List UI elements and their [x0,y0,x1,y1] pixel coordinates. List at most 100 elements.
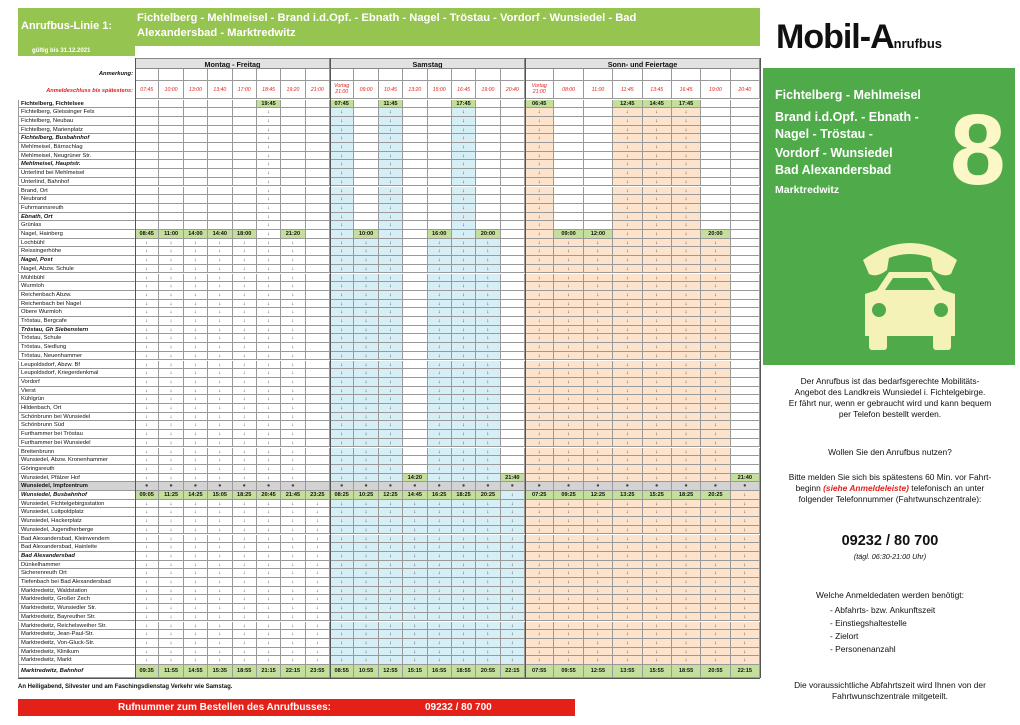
pass-cell: ↓ [208,351,233,361]
empty-cell [354,108,379,117]
pass-cell: ↓ [281,308,306,317]
empty-cell [476,134,501,143]
pass-cell: ↓ [525,595,555,605]
pass-cell: ↓ [135,578,160,587]
stop-name: Mehlmeisel, Hauptstr. [18,160,135,170]
time-cell: 08:45 [135,230,160,239]
pass-cell: ↓ [354,404,379,413]
car-wheel [869,334,887,350]
empty-cell [354,186,379,196]
empty-cell [554,116,584,126]
pass-cell: ↓ [671,290,702,300]
pass-cell: ↓ [476,473,501,483]
pass-cell: ↓ [159,647,184,657]
empty-cell [476,125,501,135]
pass-cell: ↓ [671,430,702,439]
pass-cell: ↓ [403,569,428,578]
pass-cell: ↓ [525,369,555,378]
pass-cell: ↓ [476,534,501,544]
pass-cell: ↓ [256,456,282,465]
empty-cell [403,430,428,439]
pass-cell: ↓ [642,612,672,622]
pass-cell: ↓ [583,404,614,413]
pass-cell: ↓ [232,517,257,526]
pass-cell: ↓ [427,290,452,300]
pass-cell: ↓ [232,351,257,361]
pass-cell: ↓ [451,464,477,474]
pass-cell: ↓ [330,604,355,613]
pass-cell: ↓ [451,404,477,413]
empty-cell [305,430,330,439]
pass-cell: ↓ [671,256,702,265]
empty-cell [281,108,306,117]
pass-cell: ↓ [159,256,184,265]
pass-cell: ↓ [281,438,306,448]
empty-cell [730,334,760,344]
pass-cell: ↓ [330,473,355,483]
pass-cell: ↓ [476,343,501,352]
deadline-time: 20:40 [738,87,752,93]
pass-cell: ↓ [427,256,452,265]
pass-cell: ↓ [256,630,282,639]
pass-cell: ↓ [671,647,702,657]
empty-cell [730,221,760,230]
empty-cell [135,186,160,196]
pass-cell: ↓ [613,621,643,631]
empty-cell [500,430,525,439]
empty-cell [427,99,452,109]
pass-cell: ↓ [642,273,672,283]
pass-cell: ↓ [256,464,282,474]
time-cell: 11:45 [378,99,404,109]
empty-cell [305,238,330,248]
deadline-cell: 08:00 [554,81,584,99]
pass-cell: ↓ [701,551,731,561]
pass-cell: ↓ [730,499,760,509]
pass-cell: ↓ [642,343,672,352]
stop-name: Wunsiedel, Hackerplatz [18,517,135,526]
empty-cell [500,203,525,213]
pass-cell: ↓ [305,578,330,587]
empty-cell [554,108,584,117]
pass-cell: ↓ [583,386,614,396]
pass-cell: ↓ [701,534,731,544]
pass-cell: ↓ [583,299,614,309]
pass-cell: ↓ [378,430,404,439]
pass-cell: ↓ [183,325,209,335]
pass-cell: ↓ [208,360,233,370]
empty-cell [730,99,760,109]
pass-cell: ↓ [378,560,404,570]
pass-cell: ↓ [378,299,404,309]
pass-cell: ↓ [378,195,404,204]
pass-cell: ↓ [451,238,477,248]
empty-cell [403,256,428,265]
pass-cell: ↓ [671,638,702,648]
pass-cell: ↓ [613,430,643,439]
pass-cell: ↓ [208,630,233,639]
pass-cell: ↓ [554,534,584,544]
pass-cell: ↓ [554,264,584,274]
pass-cell: ↓ [232,551,257,561]
time-cell: 12:25 [583,491,614,500]
time-cell: 22:15 [281,665,306,678]
stop-name: Furthammer bei Tröstau [18,430,135,439]
pass-cell: ↓ [305,525,330,535]
time-cell: 15:25 [642,491,672,500]
stop-name: Bad Alexandersbad, Kleinwendern [18,534,135,544]
stop-name: Kühlgrün [18,395,135,404]
pass-cell: ↓ [554,447,584,457]
stop-name: Vierst [18,386,135,396]
empty-cell [305,160,330,170]
pass-cell: ↓ [183,543,209,552]
pass-cell: ↓ [135,612,160,622]
pass-cell: ↓ [476,377,501,387]
pass-cell: ↓ [378,412,404,422]
empty-cell [500,290,525,300]
pass-cell: ↓ [671,325,702,335]
empty-cell [159,186,184,196]
empty-cell [305,177,330,187]
empty-cell [135,99,160,109]
pass-cell: ↓ [330,404,355,413]
pass-cell: ↓ [183,534,209,544]
pass-cell: ↓ [642,604,672,613]
stop-name: Lochbühl [18,238,135,248]
